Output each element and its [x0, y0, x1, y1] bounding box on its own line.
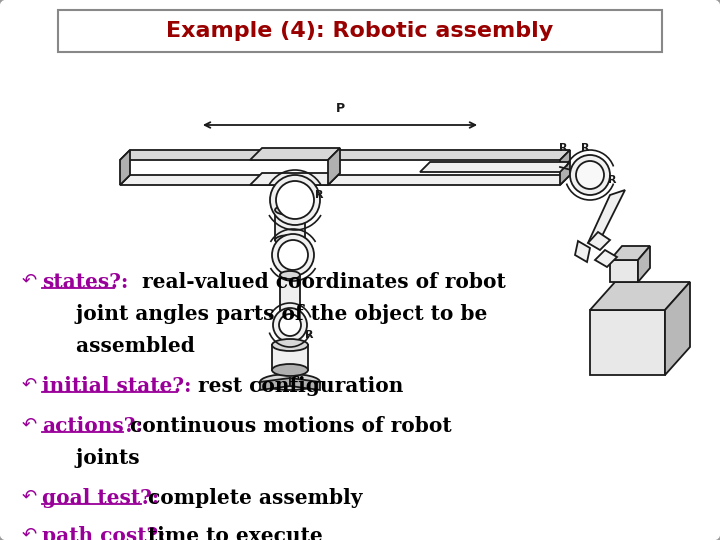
- Text: actions?:: actions?:: [42, 416, 143, 436]
- Polygon shape: [120, 150, 570, 160]
- Text: ↶: ↶: [22, 376, 37, 394]
- Ellipse shape: [275, 235, 305, 245]
- Text: assembled: assembled: [48, 336, 195, 356]
- Text: P: P: [336, 102, 345, 115]
- Polygon shape: [590, 282, 690, 310]
- Polygon shape: [280, 275, 300, 315]
- Polygon shape: [120, 150, 130, 185]
- Ellipse shape: [280, 271, 300, 279]
- Ellipse shape: [570, 155, 610, 195]
- Polygon shape: [588, 190, 625, 243]
- Ellipse shape: [272, 339, 308, 351]
- Text: ↶: ↶: [22, 526, 37, 540]
- Text: ↶: ↶: [22, 416, 37, 434]
- Polygon shape: [595, 250, 617, 267]
- Ellipse shape: [279, 314, 301, 336]
- Text: joint angles parts of the object to be: joint angles parts of the object to be: [48, 304, 487, 324]
- Ellipse shape: [272, 364, 308, 376]
- Polygon shape: [120, 175, 570, 185]
- Ellipse shape: [273, 308, 307, 342]
- Text: R: R: [559, 143, 567, 153]
- Polygon shape: [290, 378, 320, 390]
- Text: goal test?:: goal test?:: [42, 488, 159, 508]
- Text: R: R: [581, 143, 589, 153]
- Polygon shape: [250, 173, 340, 185]
- Text: ↶: ↶: [22, 272, 37, 290]
- Text: time to execute: time to execute: [141, 526, 323, 540]
- Ellipse shape: [275, 205, 305, 215]
- Polygon shape: [560, 150, 570, 185]
- Text: R: R: [305, 330, 313, 340]
- Polygon shape: [590, 310, 665, 375]
- Text: path cost?:: path cost?:: [42, 526, 166, 540]
- Text: R: R: [608, 175, 616, 185]
- Ellipse shape: [278, 240, 308, 270]
- Ellipse shape: [270, 175, 320, 225]
- Polygon shape: [610, 260, 638, 282]
- Text: continuous motions of robot: continuous motions of robot: [123, 416, 451, 436]
- Ellipse shape: [576, 161, 604, 189]
- Polygon shape: [275, 210, 305, 240]
- Text: ↶: ↶: [22, 488, 37, 506]
- Text: R: R: [315, 190, 323, 200]
- Text: states?:: states?:: [42, 272, 128, 292]
- Polygon shape: [250, 148, 340, 160]
- Polygon shape: [260, 378, 290, 390]
- Polygon shape: [328, 148, 340, 185]
- Text: initial state?:: initial state?:: [42, 376, 192, 396]
- Polygon shape: [665, 282, 690, 375]
- Ellipse shape: [272, 234, 314, 276]
- Polygon shape: [575, 241, 590, 262]
- Polygon shape: [588, 232, 610, 250]
- Polygon shape: [638, 246, 650, 282]
- Polygon shape: [610, 246, 650, 260]
- Ellipse shape: [260, 374, 320, 390]
- Polygon shape: [272, 345, 308, 370]
- Ellipse shape: [280, 311, 300, 319]
- FancyBboxPatch shape: [58, 10, 662, 52]
- Text: rest configuration: rest configuration: [177, 376, 403, 396]
- Text: real-valued coordinates of robot: real-valued coordinates of robot: [114, 272, 505, 292]
- Text: joints: joints: [48, 448, 140, 468]
- Text: complete assembly: complete assembly: [141, 488, 362, 508]
- Text: Example (4): Robotic assembly: Example (4): Robotic assembly: [166, 21, 554, 41]
- Ellipse shape: [276, 181, 314, 219]
- Polygon shape: [420, 162, 570, 172]
